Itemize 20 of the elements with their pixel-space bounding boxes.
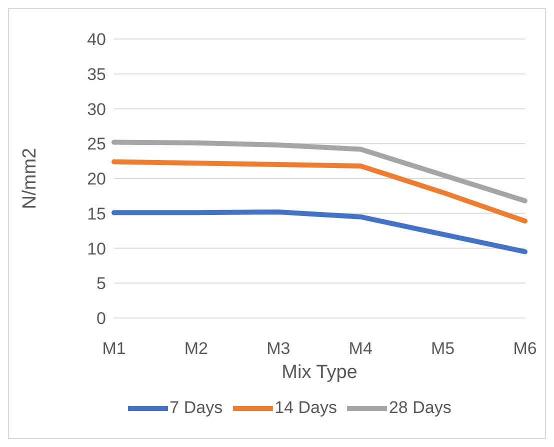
y-tick-label: 35 <box>87 64 106 84</box>
x-axis-title: Mix Type <box>282 362 358 383</box>
y-tick-label: 5 <box>96 274 106 294</box>
legend-label: 28 Days <box>388 398 452 418</box>
y-tick-label: 0 <box>96 309 106 328</box>
y-axis-title: N/mm2 <box>20 148 41 210</box>
x-tick-label: M6 <box>513 339 537 358</box>
legend-label: 7 Days <box>168 398 223 418</box>
y-tick-label: 20 <box>87 170 106 189</box>
y-tick-label: 10 <box>87 239 106 258</box>
x-tick-label: M3 <box>266 339 290 358</box>
x-tick-label: M2 <box>184 339 208 358</box>
y-tick-label: 30 <box>87 100 106 119</box>
x-tick-label: M4 <box>348 339 372 358</box>
y-tick-label: 15 <box>87 204 106 224</box>
legend-label: 14 Days <box>274 398 337 418</box>
x-tick-label: M5 <box>430 339 455 358</box>
y-tick-label: 40 <box>87 30 106 50</box>
x-tick-label: M1 <box>102 339 126 358</box>
y-tick-label: 25 <box>87 134 106 154</box>
